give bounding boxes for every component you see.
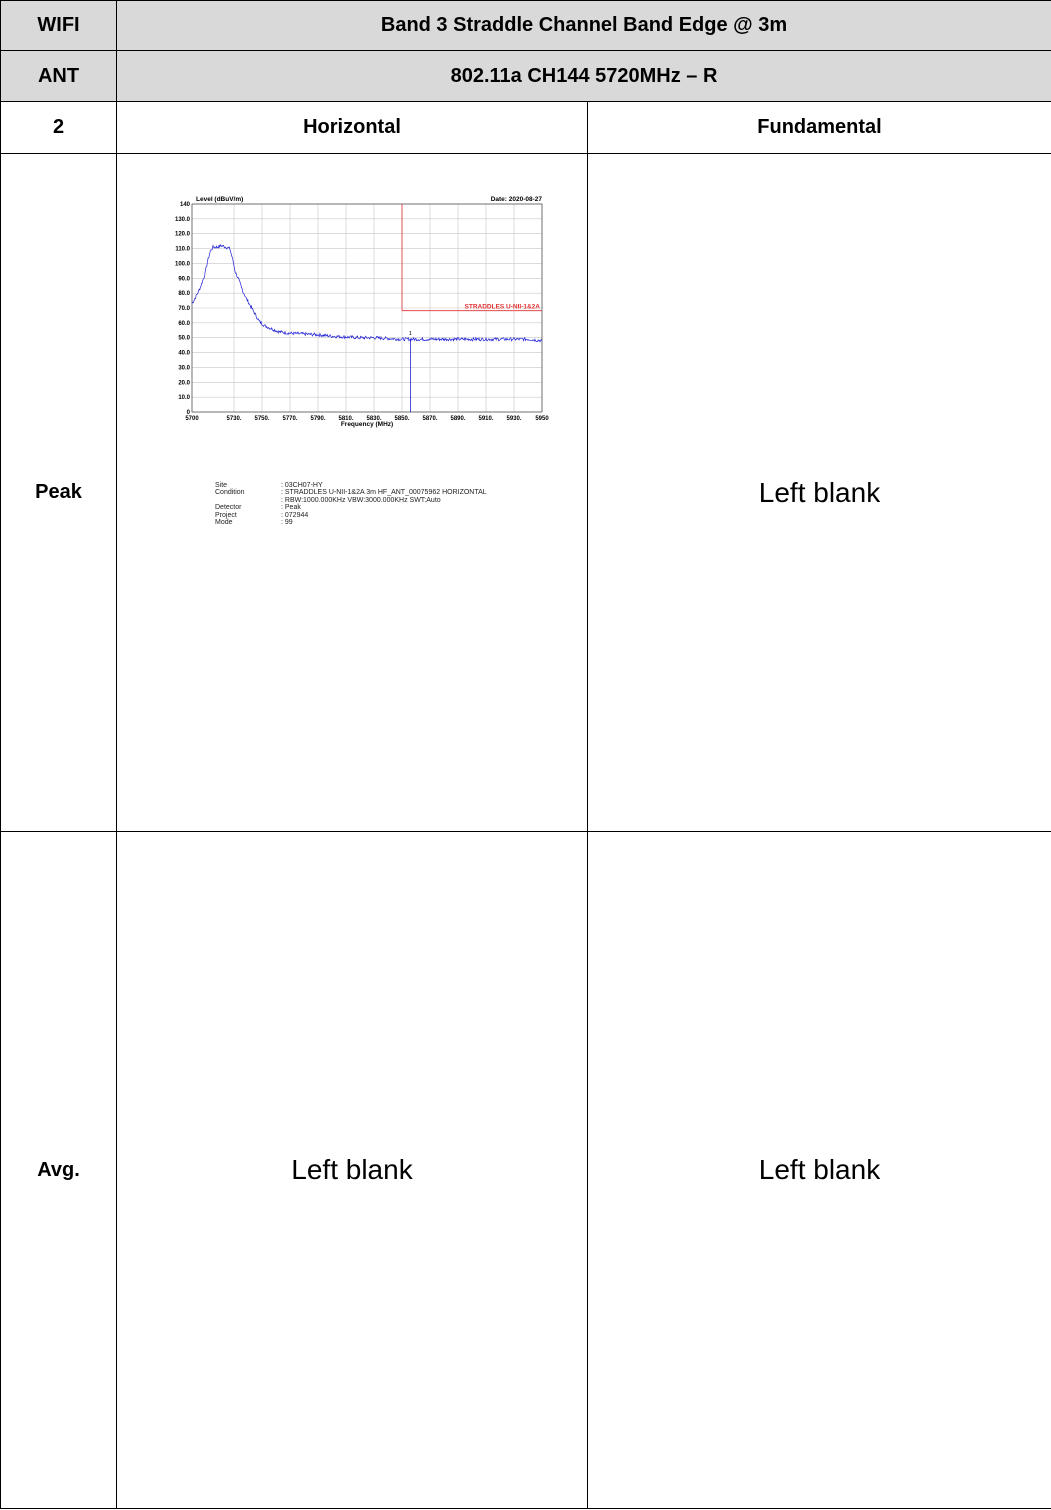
y-tick-label: 50.0 (178, 336, 190, 342)
x-tick-label: 5850. (394, 416, 409, 422)
condition-key: Condition (215, 489, 245, 497)
y-tick-label: 80.0 (178, 291, 190, 297)
peak-horizontal-cell: 0 10.0 20.0 30.0 40.0 50.0 60.0 70.0 80.0 90.0 100… (116, 153, 588, 832)
y-tick-label: 30.0 (178, 365, 190, 371)
y-tick-label: 70.0 (178, 306, 190, 312)
spectrum-chart: 0 10.0 20.0 30.0 40.0 50.0 60.0 70.0 80.0 90.0 100… (175, 196, 549, 428)
detector-key: Detector (215, 504, 242, 512)
y-tick-label: 130.0 (175, 217, 191, 223)
x-axis-label: Frequency (MHz) (341, 421, 393, 428)
col-fundamental-header: Fundamental (587, 101, 1051, 154)
ant-number: 2 (0, 101, 117, 154)
detector-value: : Peak (281, 504, 301, 512)
y-tick-label: 20.0 (178, 380, 190, 386)
x-tick-label: 5830. (366, 416, 381, 422)
y-tick-label: 120.0 (175, 232, 191, 238)
x-tick-label: 5750. (254, 416, 269, 422)
avg-fundamental-blank: Left blank (587, 831, 1051, 1509)
limit-label: STRADDLES U-NII-1&2A (465, 304, 541, 311)
spectrum-trace (191, 243, 543, 343)
mode-key: Mode (215, 519, 233, 527)
report-subtitle: 802.11a CH144 5720MHz – R (116, 50, 1051, 102)
y-tick-label: 40.0 (178, 351, 190, 357)
ant-label: ANT (0, 50, 117, 102)
row-label-avg: Avg. (0, 831, 117, 1509)
project-key: Project (215, 511, 237, 519)
chart-date: Date: 2020-08-27 (491, 196, 543, 203)
project-value: : 072944 (281, 511, 309, 519)
mode-value: : 99 (281, 519, 293, 527)
x-tick-label: 5910. (478, 416, 493, 422)
y-tick-label: 0 (187, 410, 191, 416)
y-tick-label: 140 (180, 202, 191, 208)
y-axis-label: Level (dBuV/m) (196, 196, 243, 203)
marker-label: 1 (409, 331, 412, 337)
x-tick-label: 5770. (282, 416, 297, 422)
site-key: Site (215, 482, 228, 489)
y-tick-label: 110.0 (175, 247, 190, 253)
avg-horizontal-blank: Left blank (116, 831, 588, 1509)
x-tick-label: 5950 (535, 416, 549, 422)
x-tick-label: 5730. (226, 416, 241, 422)
y-tick-label: 60.0 (178, 321, 190, 327)
site-value: : 03CH07-HY (281, 482, 323, 489)
y-tick-label: 10.0 (178, 395, 190, 401)
x-tick-label: 5810. (338, 416, 353, 422)
col-horizontal-header: Horizontal (116, 101, 588, 154)
spectrum-plot: 0 10.0 20.0 30.0 40.0 50.0 60.0 70.0 80.0 90.0 100… (157, 190, 557, 526)
plot-frame (191, 203, 543, 413)
plot-info-block: Site : 03CH07-HY Condition : STRADDLES U-N… (215, 482, 487, 526)
x-tick-label: 5700 (185, 416, 199, 422)
x-tick-label: 5930. (506, 416, 521, 422)
peak-fundamental-blank: Left blank (587, 153, 1051, 832)
y-tick-label: 90.0 (178, 276, 190, 282)
condition-value: : STRADDLES U-NII-1&2A 3m HF_ANT_0007596… (281, 489, 487, 497)
x-tick-label: 5870. (422, 416, 437, 422)
x-tick-label: 5890. (450, 416, 465, 422)
report-title: Band 3 Straddle Channel Band Edge @ 3m (116, 0, 1051, 51)
condition-value-2: : RBW:1000.000KHz VBW:3000.000KHz SWT:Au… (281, 496, 441, 504)
row-label-peak: Peak (0, 153, 117, 832)
y-tick-label: 100.0 (175, 261, 191, 267)
x-tick-label: 5790. (310, 416, 325, 422)
wifi-label: WIFI (0, 0, 117, 51)
